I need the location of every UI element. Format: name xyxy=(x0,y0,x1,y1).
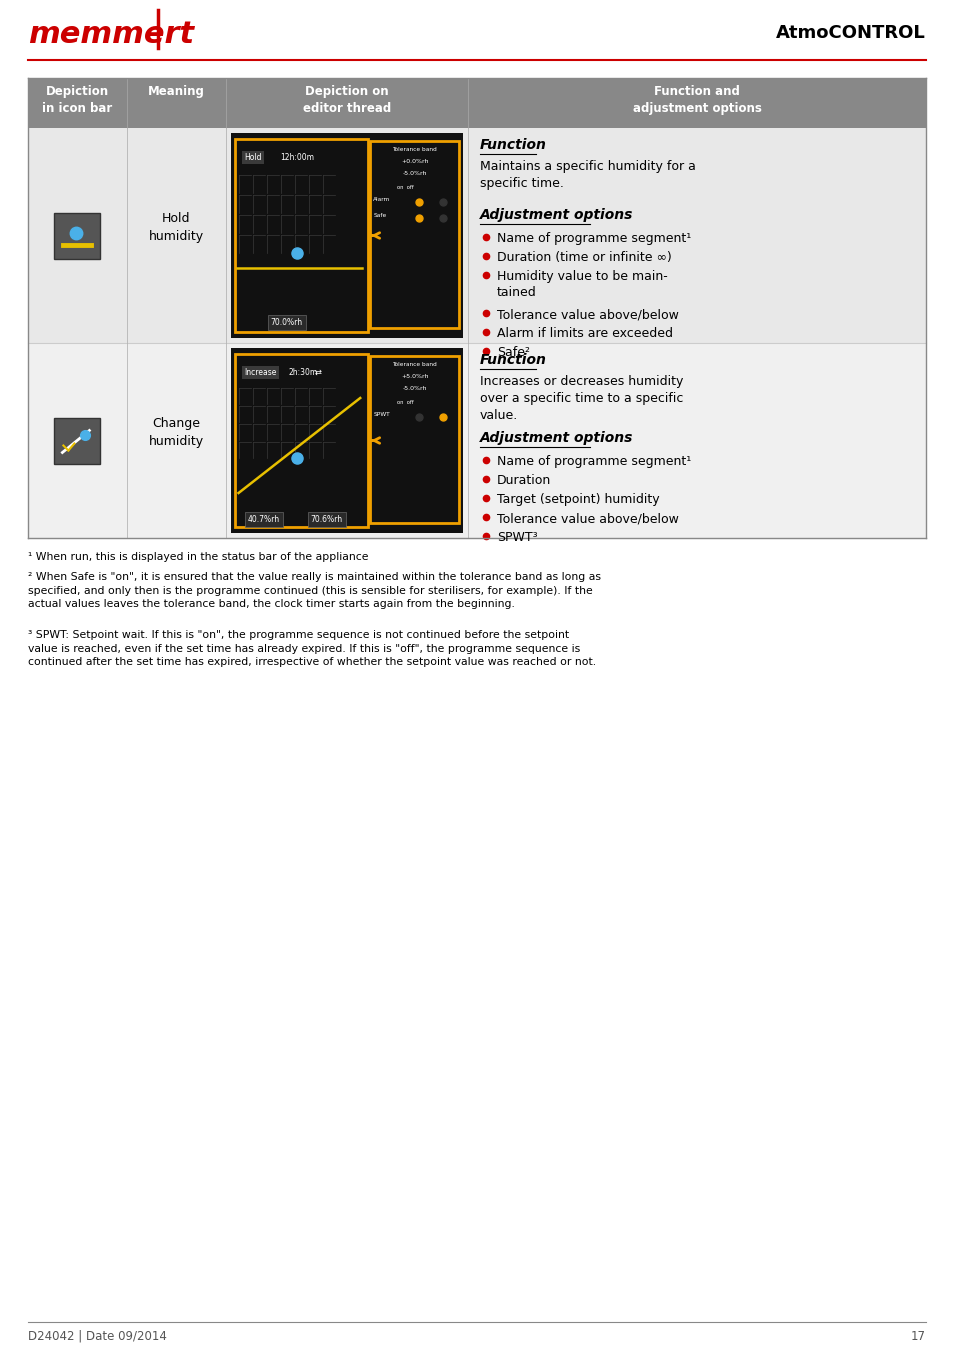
Text: 17: 17 xyxy=(910,1330,925,1343)
Text: Maintains a specific humidity for a
specific time.: Maintains a specific humidity for a spec… xyxy=(479,160,695,190)
Text: Increases or decreases humidity
over a specific time to a specific
value.: Increases or decreases humidity over a s… xyxy=(479,375,682,422)
Text: 70.6%rh: 70.6%rh xyxy=(311,515,342,524)
Bar xyxy=(231,348,462,533)
Bar xyxy=(28,129,925,343)
Text: Function: Function xyxy=(479,353,546,367)
Text: on  off: on off xyxy=(396,399,413,405)
Text: -5.0%rh: -5.0%rh xyxy=(402,386,426,391)
Text: 40.7%rh: 40.7%rh xyxy=(248,515,280,524)
Text: Function: Function xyxy=(479,138,546,152)
Text: Depiction
in icon bar: Depiction in icon bar xyxy=(42,85,112,115)
Text: ³ SPWT: Setpoint wait. If this is "on", the programme sequence is not continued : ³ SPWT: Setpoint wait. If this is "on", … xyxy=(28,630,596,668)
Text: Duration: Duration xyxy=(497,474,551,487)
Text: AtmoCONTROL: AtmoCONTROL xyxy=(776,24,925,42)
Text: Name of programme segment¹: Name of programme segment¹ xyxy=(497,232,691,245)
Text: Depiction on
editor thread: Depiction on editor thread xyxy=(302,85,391,115)
Bar xyxy=(234,353,368,527)
Text: 12h:00m: 12h:00m xyxy=(280,153,314,162)
Text: Adjustment options: Adjustment options xyxy=(479,209,633,222)
Text: on  off: on off xyxy=(396,185,413,190)
Text: SPWT: SPWT xyxy=(373,412,390,417)
Bar xyxy=(28,343,925,538)
Text: Humidity value to be main-
tained: Humidity value to be main- tained xyxy=(497,269,667,299)
Bar xyxy=(370,141,458,328)
Bar xyxy=(234,139,368,332)
Text: SPWT³: SPWT³ xyxy=(497,531,537,544)
Text: Tolerance value above/below: Tolerance value above/below xyxy=(497,512,679,525)
Text: Tolerance band: Tolerance band xyxy=(392,362,436,367)
Text: Tolerance band: Tolerance band xyxy=(392,148,436,152)
Text: Alarm: Alarm xyxy=(373,196,390,202)
FancyBboxPatch shape xyxy=(54,417,100,463)
Text: Function and
adjustment options: Function and adjustment options xyxy=(632,85,760,115)
Text: memmert: memmert xyxy=(28,20,193,49)
Text: Change
humidity: Change humidity xyxy=(149,417,204,448)
Text: -5.0%rh: -5.0%rh xyxy=(402,171,426,176)
Text: Safe: Safe xyxy=(373,213,386,218)
Bar xyxy=(370,356,458,523)
Text: 2h:30m: 2h:30m xyxy=(288,368,317,376)
Text: D24042 | Date 09/2014: D24042 | Date 09/2014 xyxy=(28,1330,167,1343)
Text: Hold: Hold xyxy=(244,153,262,162)
Text: ⇄: ⇄ xyxy=(314,368,321,376)
Text: ¹ When run, this is displayed in the status bar of the appliance: ¹ When run, this is displayed in the sta… xyxy=(28,552,368,562)
Text: Duration (time or infinite ∞): Duration (time or infinite ∞) xyxy=(497,250,671,264)
FancyBboxPatch shape xyxy=(54,213,100,259)
Text: Hold
humidity: Hold humidity xyxy=(149,213,204,242)
Text: Alarm if limits are exceeded: Alarm if limits are exceeded xyxy=(497,328,672,340)
Bar xyxy=(28,79,925,129)
Bar xyxy=(231,133,462,338)
Text: Increase: Increase xyxy=(244,368,276,376)
Text: Safe²: Safe² xyxy=(497,347,530,359)
Text: Tolerance value above/below: Tolerance value above/below xyxy=(497,307,679,321)
Text: Meaning: Meaning xyxy=(148,85,204,97)
Text: Target (setpoint) humidity: Target (setpoint) humidity xyxy=(497,493,659,506)
Text: +0.0%rh: +0.0%rh xyxy=(400,158,428,164)
Text: Name of programme segment¹: Name of programme segment¹ xyxy=(497,455,691,468)
Text: ² When Safe is "on", it is ensured that the value really is maintained within th: ² When Safe is "on", it is ensured that … xyxy=(28,571,600,609)
Text: Adjustment options: Adjustment options xyxy=(479,431,633,445)
Text: +5.0%rh: +5.0%rh xyxy=(400,374,428,379)
Text: 70.0%rh: 70.0%rh xyxy=(271,318,302,328)
